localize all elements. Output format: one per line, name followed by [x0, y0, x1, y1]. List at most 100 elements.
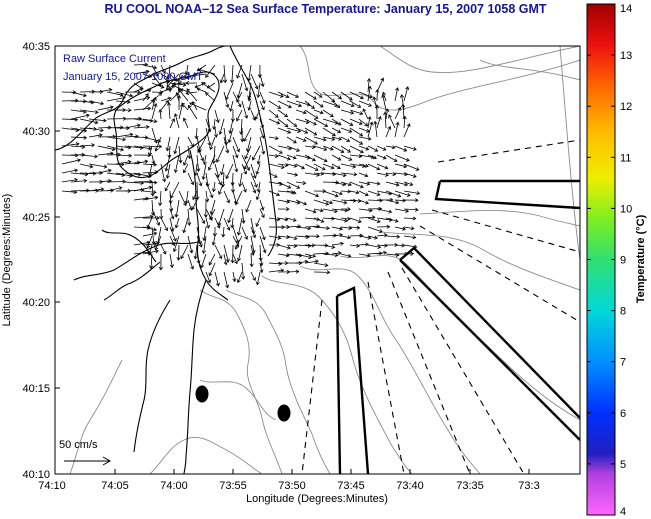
current-vector: [133, 241, 150, 246]
current-vector: [394, 154, 410, 162]
current-vector: [286, 217, 297, 222]
current-vector: [331, 118, 342, 126]
current-vector-head: [170, 194, 174, 199]
current-vector-head: [150, 192, 155, 197]
current-vector-head: [173, 169, 178, 174]
current-vector: [295, 100, 311, 106]
current-vector-head: [376, 166, 381, 171]
current-vector-head: [198, 68, 203, 73]
current-vector-head: [273, 174, 278, 178]
current-vector: [376, 217, 393, 221]
current-vector: [61, 100, 79, 102]
current-vector: [170, 181, 180, 199]
current-vector: [376, 116, 381, 129]
current-vector: [322, 163, 335, 169]
current-vector-head: [136, 123, 141, 128]
current-vector-head: [256, 94, 261, 99]
current-vector-head: [243, 188, 247, 193]
current-vector-head: [336, 104, 341, 108]
current-vector: [225, 82, 234, 100]
current-vector: [340, 154, 352, 161]
current-vector: [186, 73, 198, 79]
current-vector-head: [387, 125, 392, 130]
current-vector: [340, 100, 355, 107]
current-vector-head: [247, 77, 252, 82]
current-vector-head: [337, 157, 342, 161]
current-vector: [155, 235, 162, 251]
current-vector-head: [383, 250, 387, 255]
current-vector: [349, 190, 359, 194]
current-vector: [250, 109, 256, 121]
bathymetry-contour: [69, 359, 123, 474]
current-vector: [385, 181, 399, 186]
current-vector: [70, 145, 85, 148]
current-vector-head: [397, 106, 402, 111]
current-vector-head: [311, 105, 315, 109]
current-vector-head: [184, 71, 189, 75]
coastline-long-island-west: [229, 46, 277, 257]
current-vector-head: [348, 129, 353, 133]
current-vector-head: [320, 171, 325, 176]
current-vector: [175, 199, 180, 218]
current-vector-head: [154, 246, 159, 251]
current-vector-head: [127, 108, 132, 113]
current-vector: [221, 163, 225, 175]
current-vector: [133, 251, 151, 255]
current-vector: [322, 199, 333, 204]
current-vector-head: [225, 258, 230, 263]
current-vector: [367, 235, 378, 239]
current-vector: [376, 190, 392, 195]
current-vector-head: [326, 226, 330, 231]
current-vector: [178, 244, 180, 261]
current-vector: [331, 172, 347, 176]
current-vector-head: [182, 229, 187, 234]
colorbar-tick-label: 6: [620, 408, 626, 420]
current-vector-head: [236, 74, 241, 79]
current-vector-head: [164, 167, 169, 172]
current-vector: [286, 172, 298, 176]
current-vector: [214, 244, 222, 259]
current-vector-head: [75, 98, 79, 103]
current-vector: [175, 217, 180, 228]
current-vector: [142, 93, 149, 102]
current-vector: [394, 208, 409, 212]
current-vector-head: [343, 200, 348, 205]
current-vector-head: [320, 218, 325, 223]
current-vector: [367, 181, 380, 185]
current-vector: [220, 73, 225, 83]
current-vector-head: [396, 234, 401, 239]
current-vector: [183, 217, 189, 233]
current-vector: [239, 172, 243, 187]
current-vector: [358, 145, 369, 150]
current-vector-head: [225, 96, 230, 101]
current-vector-head: [260, 106, 265, 111]
current-vector: [173, 235, 180, 252]
colorbar-tick-label: 10: [620, 203, 632, 215]
current-vector-head: [412, 174, 417, 178]
current-vector-head: [330, 165, 335, 170]
current-vector: [194, 82, 207, 88]
bathymetry-contour: [199, 289, 283, 474]
current-vector: [205, 271, 211, 283]
current-vector-head: [252, 189, 257, 194]
current-vector-head: [366, 78, 371, 82]
current-vector: [349, 199, 361, 202]
current-vector: [376, 154, 387, 159]
current-vector: [205, 92, 216, 102]
current-vector-head: [372, 96, 377, 101]
current-vector: [142, 99, 155, 111]
current-vector-head: [154, 170, 159, 175]
current-vector-head: [331, 245, 336, 249]
current-vector: [304, 154, 316, 161]
current-vector: [231, 64, 234, 83]
current-vector: [151, 181, 154, 196]
current-vector: [304, 190, 319, 197]
current-vector-head: [173, 113, 178, 118]
current-vector: [277, 199, 290, 203]
current-vector: [358, 199, 369, 204]
current-vector-head: [337, 121, 342, 126]
current-vector: [196, 172, 202, 186]
current-vector-head: [277, 235, 282, 240]
current-vector: [106, 181, 126, 183]
current-vector: [214, 172, 222, 185]
